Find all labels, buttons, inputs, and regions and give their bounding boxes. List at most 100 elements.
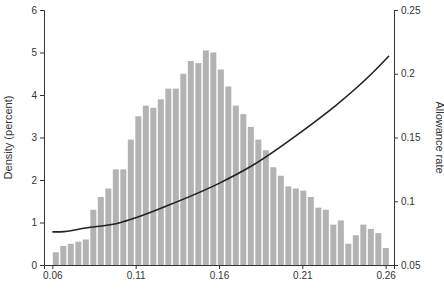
histogram-bar (98, 197, 104, 265)
histogram-bar (330, 225, 336, 265)
tick-label: 0.2 (401, 68, 415, 79)
tick-mark (136, 265, 137, 269)
histogram-bar (120, 169, 126, 265)
histogram-bar (83, 240, 89, 266)
tick-mark (386, 265, 387, 269)
tick-mark (40, 265, 44, 266)
marks (52, 50, 389, 265)
histogram-bar (53, 252, 59, 265)
histogram-bar (300, 191, 306, 265)
y2-axis: 0.05 0.1 0.15 0.2 0.25 (394, 5, 421, 271)
tick-mark (394, 74, 398, 75)
tick: 0.21 (293, 265, 313, 281)
tick: 0.26 (376, 265, 396, 281)
histogram-bar (210, 53, 216, 266)
histogram-bar (360, 225, 366, 265)
y2-axis-title: Allowance rate (434, 101, 444, 173)
chart: 0.060.110.160.210.2601234560.050.10.150.… (0, 0, 444, 291)
tick: 0.06 (43, 265, 63, 281)
histogram-bar (345, 244, 351, 265)
tick: 0.05 (394, 260, 421, 271)
histogram-bar (323, 210, 329, 265)
tick-mark (40, 223, 44, 224)
histogram-bar (293, 189, 299, 266)
histogram-bar (150, 108, 156, 265)
tick-mark (394, 10, 398, 11)
tick: 2 (31, 175, 44, 186)
tick-mark (394, 265, 398, 266)
histogram-bar (113, 169, 119, 265)
tick-label: 0.21 (293, 270, 313, 281)
histogram-bar (240, 114, 246, 265)
histogram-bar (60, 246, 66, 265)
tick-mark (394, 201, 398, 202)
tick: 1 (31, 217, 44, 228)
histogram-bar (315, 208, 321, 265)
histogram-bar (255, 140, 261, 265)
histogram-bar (105, 189, 111, 266)
histogram-bar (263, 150, 269, 265)
histogram-bar (188, 61, 194, 265)
tick-label: 0.25 (401, 5, 421, 16)
tick: 0 (31, 260, 44, 271)
tick-mark (394, 138, 398, 139)
y-axis: 0 1 2 3 4 5 6 (31, 5, 44, 271)
axis-line (45, 266, 395, 270)
tick: 3 (31, 132, 44, 143)
histogram-bar (270, 167, 276, 265)
tick-label: 6 (31, 5, 37, 16)
axis-line (40, 11, 45, 266)
tick: 5 (31, 47, 44, 58)
tick-mark (40, 180, 44, 181)
tick: 0.2 (394, 68, 415, 79)
histogram-bar (135, 116, 141, 265)
histogram-bar (285, 186, 291, 265)
tick-label: 0 (31, 260, 37, 271)
y-axis-title: Density (percent) (2, 96, 14, 180)
tick-mark (40, 138, 44, 139)
plot: 0.060.110.160.210.2601234560.050.10.150.… (31, 5, 420, 281)
histogram-bar (180, 74, 186, 265)
histogram-bar (225, 87, 231, 266)
tick: 0.15 (394, 132, 421, 143)
tick-mark (219, 265, 220, 269)
histogram-bar (90, 210, 96, 265)
histogram-bar (353, 235, 359, 265)
tick-mark (302, 265, 303, 269)
histogram-bar (218, 70, 224, 266)
tick-label: 0.05 (401, 260, 421, 271)
histogram-bar (375, 233, 381, 265)
tick-mark (40, 10, 44, 11)
x-axis: 0.060.110.160.210.26 (43, 265, 396, 281)
histogram-bar (68, 244, 74, 265)
histogram-bar (338, 220, 344, 265)
tick-label: 0.1 (401, 196, 415, 207)
line (52, 56, 389, 232)
tick-mark (52, 265, 53, 269)
tick-label: 0.06 (43, 270, 63, 281)
tick-mark (40, 95, 44, 96)
tick: 0.25 (394, 5, 421, 16)
tick-label: 1 (31, 217, 37, 228)
histogram-bar (278, 176, 284, 265)
tick: 6 (31, 5, 44, 16)
histogram-bar (143, 106, 149, 265)
tick: 4 (31, 90, 44, 101)
tick-label: 0.16 (210, 270, 230, 281)
histogram-bar (195, 63, 201, 265)
tick: 0.16 (210, 265, 230, 281)
histogram-bar (233, 106, 239, 265)
tick-label: 0.15 (401, 132, 421, 143)
histogram-bar (173, 89, 179, 265)
tick-label: 5 (31, 47, 37, 58)
histogram-bar (128, 140, 134, 265)
histogram-bar (165, 89, 171, 265)
histogram-bar (308, 197, 314, 265)
histogram-bar (368, 229, 374, 265)
tick-label: 3 (31, 132, 37, 143)
histogram-bar (248, 127, 254, 265)
histogram-bar (383, 248, 389, 265)
tick-label: 4 (31, 90, 37, 101)
tick-label: 2 (31, 175, 37, 186)
tick: 0.1 (394, 196, 415, 207)
